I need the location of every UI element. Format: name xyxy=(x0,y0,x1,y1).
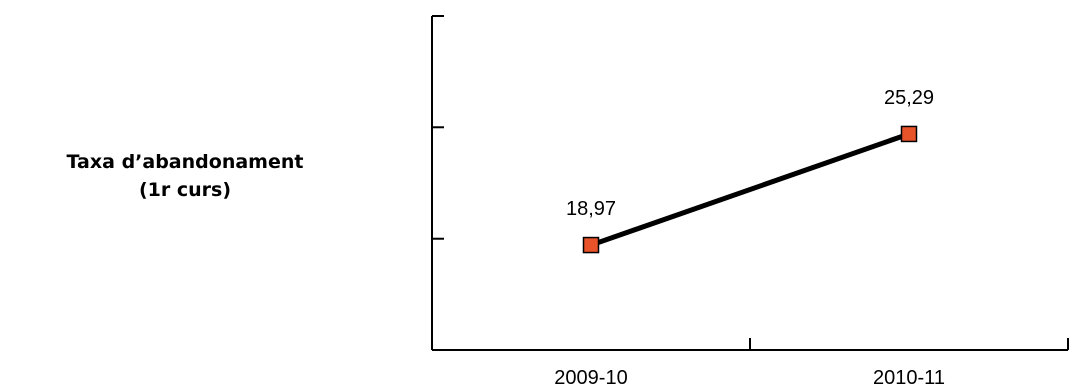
series-label-line-2: (1r curs) xyxy=(138,179,232,201)
series-label-line-1: Taxa d’abandonament xyxy=(66,151,304,173)
data-point-2010-11 xyxy=(900,125,918,143)
x-tick-label-2010-11: 2010-11 xyxy=(873,367,945,389)
series-label: Taxa d’abandonament (1r curs) xyxy=(20,148,350,204)
data-point-2009-10 xyxy=(582,236,600,254)
data-label-2009-10: 18,97 xyxy=(566,198,616,220)
data-label-2010-11: 25,29 xyxy=(884,87,934,109)
series-line-0 xyxy=(590,131,910,248)
x-tick-label-2009-10: 2009-10 xyxy=(554,367,627,389)
